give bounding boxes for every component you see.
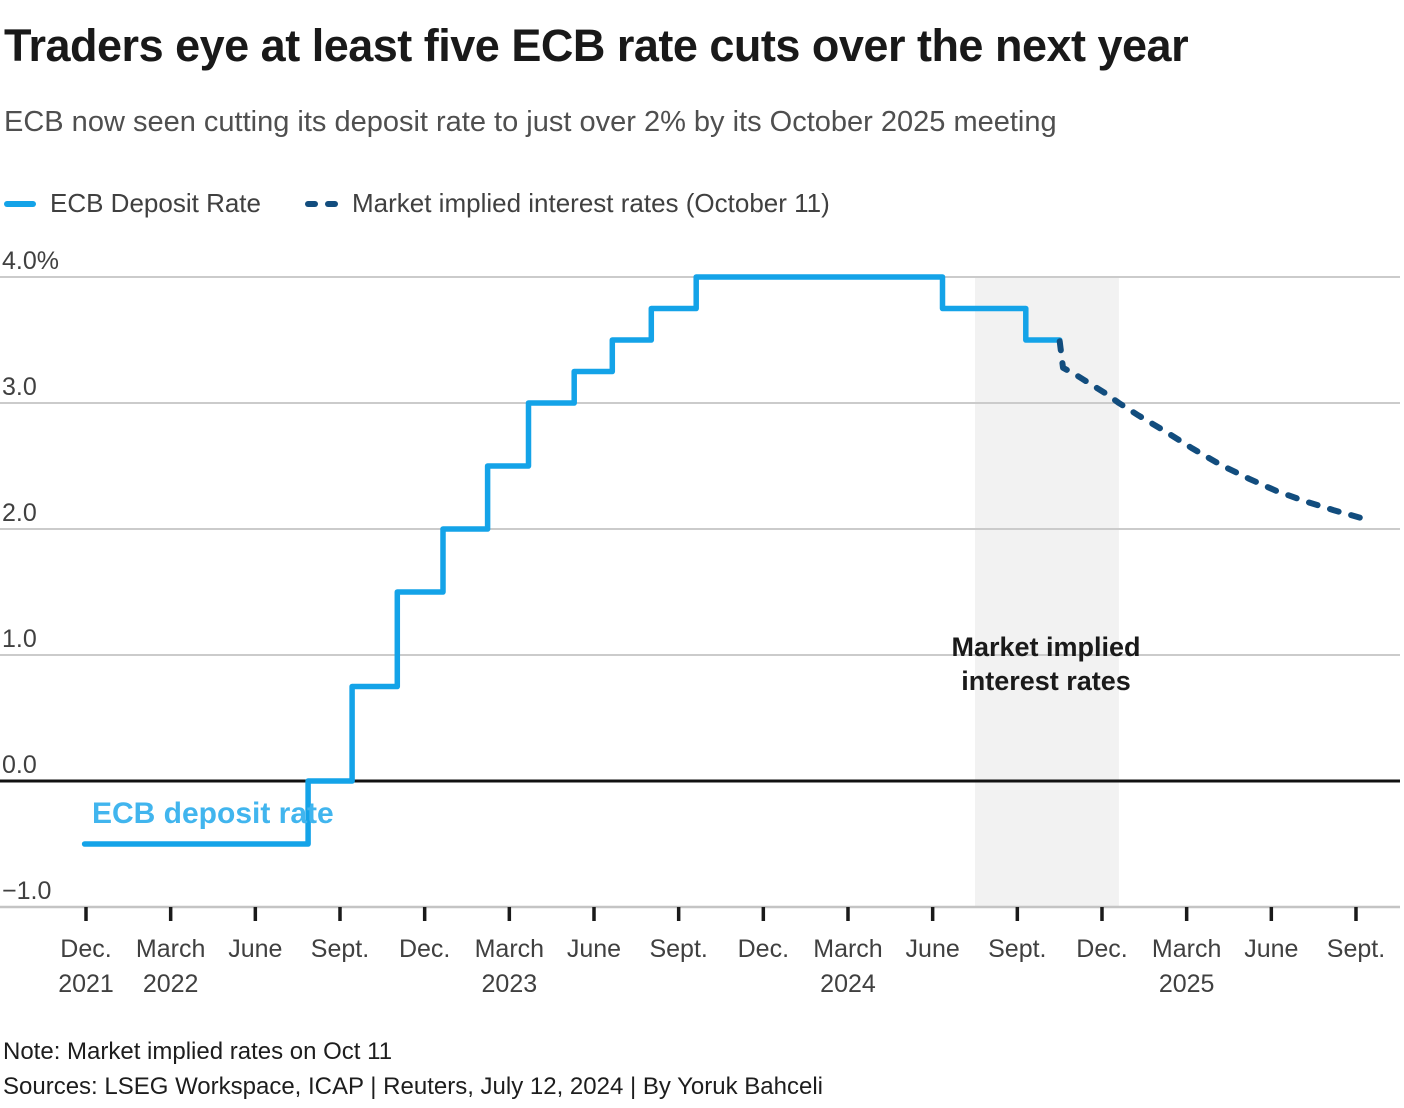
x-axis-month-label: Dec.: [60, 935, 111, 963]
footnote: Note: Market implied rates on Oct 11: [3, 1038, 393, 1065]
y-axis-label: 2.0: [2, 499, 37, 527]
x-axis-year-label: 2023: [482, 970, 538, 998]
x-axis-month-label: Sept.: [988, 935, 1046, 963]
legend-item-market-implied: Market implied interest rates (October 1…: [304, 188, 830, 219]
x-axis-month-label: June: [228, 935, 282, 963]
band-annotation-line2: interest rates: [961, 666, 1131, 696]
deposit-rate-series-label: ECB deposit rate: [92, 797, 334, 830]
y-axis-label: 0.0: [2, 751, 37, 779]
x-axis-month-label: March: [813, 935, 882, 963]
x-axis-year-label: 2021: [58, 970, 114, 998]
band-annotation-line1: Market implied: [951, 632, 1141, 662]
x-axis-year-label: 2024: [820, 970, 876, 998]
page-title: Traders eye at least five ECB rate cuts …: [4, 20, 1189, 71]
x-axis-month-label: June: [1244, 935, 1298, 963]
x-axis-month-label: March: [475, 935, 544, 963]
sources-line: Sources: LSEG Workspace, ICAP | Reuters,…: [3, 1073, 823, 1100]
forecast-band: [974, 277, 1119, 907]
x-axis-month-label: Sept.: [1327, 935, 1385, 963]
deposit-rate-line: [81, 274, 1063, 847]
y-axis-label: 1.0: [2, 625, 37, 653]
x-axis-year-label: 2022: [143, 970, 199, 998]
dashed-line-swatch-icon: [304, 200, 338, 207]
legend-label: ECB Deposit Rate: [50, 188, 261, 218]
solid-line-swatch-icon: [4, 200, 36, 207]
x-axis-month-label: March: [1152, 935, 1221, 963]
x-axis-month-label: March: [136, 935, 205, 963]
y-axis-label: 3.0: [2, 373, 37, 401]
market-implied-line: [1056, 338, 1364, 521]
x-axis-month-label: Dec.: [1076, 935, 1127, 963]
legend: ECB Deposit Rate Market implied interest…: [4, 188, 860, 219]
band-annotation: Market implied interest rates: [951, 630, 1140, 698]
x-axis-month-label: Sept.: [649, 935, 707, 963]
y-axis-label: 4.0%: [2, 247, 59, 275]
y-axis-label: −1.0: [2, 877, 51, 905]
legend-label: Market implied interest rates (October 1…: [351, 188, 830, 218]
x-axis-year-label: 2025: [1159, 970, 1215, 998]
x-axis-month-label: Dec.: [738, 935, 789, 963]
page-subtitle: ECB now seen cutting its deposit rate to…: [4, 106, 1057, 138]
legend-item-deposit-rate: ECB Deposit Rate: [4, 188, 261, 219]
x-axis-month-label: June: [906, 935, 960, 963]
x-axis-month-label: June: [567, 935, 621, 963]
x-axis-month-label: Dec.: [399, 935, 450, 963]
x-axis-month-label: Sept.: [311, 935, 369, 963]
